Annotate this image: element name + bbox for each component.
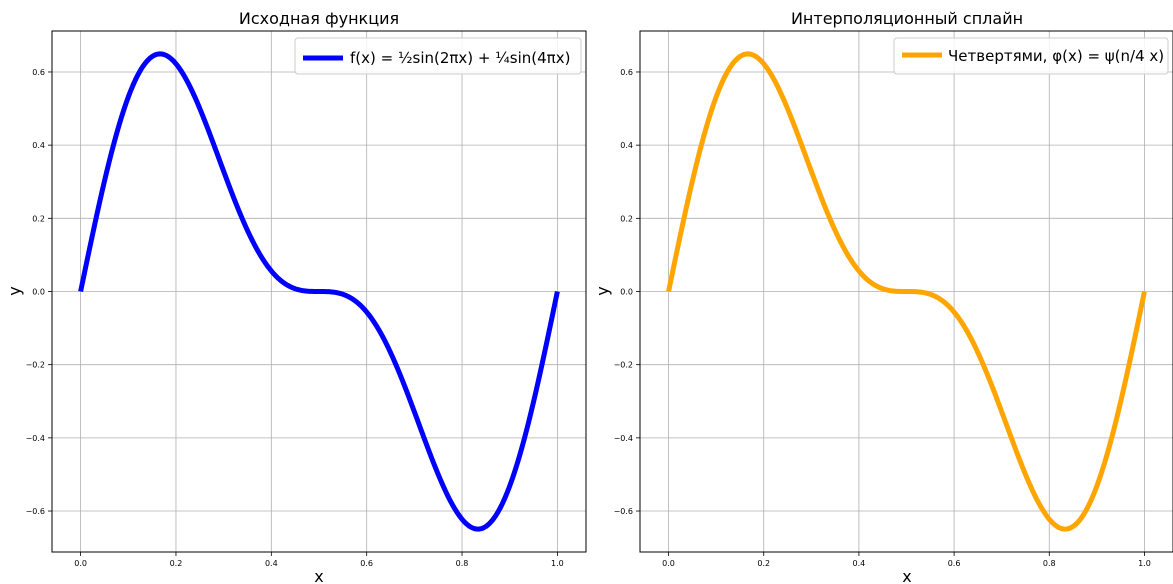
left-chart-y-ticks: −0.6 −0.4 −0.2 0.0 0.2 0.4 0.6	[26, 68, 52, 516]
right-chart-x-ticks: 0.0 0.2 0.4 0.6 0.8 1.0	[662, 552, 1151, 568]
right-chart-y-tick-label-4: 0.2	[620, 214, 633, 223]
right-chart-x-tick-label-2: 0.4	[853, 559, 866, 568]
right-chart-y-tick-label-6: 0.6	[620, 68, 633, 77]
right-chart-legend-label: Четвертями, φ(x) = ψ(n/4 x)	[948, 47, 1164, 65]
right-chart: Интерполяционный сплайн 0.0 0.2 0.4 0.6 0.8 1…	[593, 9, 1173, 584]
right-chart-y-tick-label-5: 0.4	[620, 141, 633, 150]
left-chart-title: Исходная функция	[239, 9, 399, 28]
right-chart-x-tick-label-1: 0.2	[757, 559, 770, 568]
right-chart-y-tick-label-3: 0.0	[620, 288, 633, 297]
left-chart-y-tick-label-2: −0.2	[26, 361, 45, 370]
left-chart-x-tick-label-3: 0.6	[360, 559, 373, 568]
left-chart-y-tick-label-0: −0.6	[26, 507, 45, 516]
right-chart-x-tick-label-4: 0.8	[1043, 559, 1056, 568]
left-chart-y-tick-label-1: −0.4	[26, 434, 45, 443]
right-chart-y-ticks: −0.6 −0.4 −0.2 0.0 0.2 0.4 0.6	[614, 68, 640, 516]
left-chart-series	[78, 51, 560, 532]
right-chart-title: Интерполяционный сплайн	[791, 9, 1023, 28]
left-chart-y-tick-label-3: 0.0	[32, 288, 45, 297]
left-chart-y-tick-label-5: 0.4	[32, 141, 45, 150]
left-chart: Исходная функция 0.0 0.2 0.4 0.6 0.8 1.0 −0.6…	[5, 9, 587, 584]
left-chart-x-ticks: 0.0 0.2 0.4 0.6 0.8 1.0	[74, 552, 564, 568]
right-chart-x-tick-label-5: 1.0	[1138, 559, 1151, 568]
left-chart-y-tick-label-4: 0.2	[32, 214, 45, 223]
left-chart-legend-box	[294, 37, 582, 75]
left-chart-x-tick-label-4: 0.8	[456, 559, 469, 568]
left-chart-x-label: x	[314, 567, 323, 584]
right-chart-legend-box	[893, 37, 1169, 75]
left-chart-legend-label: f(x) = ½sin(2πx) + ¼sin(4πx)	[350, 49, 570, 67]
left-chart-x-tick-label-5: 1.0	[551, 559, 564, 568]
right-chart-legend: Четвертями, φ(x) = ψ(n/4 x)	[893, 37, 1169, 75]
right-chart-series	[666, 51, 1147, 532]
left-chart-y-tick-label-6: 0.6	[32, 68, 45, 77]
right-chart-y-tick-label-2: −0.2	[614, 361, 633, 370]
left-chart-y-label: y	[5, 286, 24, 295]
right-chart-x-tick-label-0: 0.0	[662, 559, 675, 568]
right-chart-y-tick-label-1: −0.4	[614, 434, 633, 443]
right-chart-x-tick-label-3: 0.6	[948, 559, 961, 568]
left-chart-x-tick-label-0: 0.0	[74, 559, 87, 568]
left-chart-legend: f(x) = ½sin(2πx) + ¼sin(4πx)	[294, 37, 582, 75]
right-chart-x-label: x	[902, 567, 911, 584]
left-chart-x-tick-label-1: 0.2	[170, 559, 183, 568]
left-chart-x-tick-label-2: 0.4	[265, 559, 278, 568]
right-chart-y-tick-label-0: −0.6	[614, 507, 633, 516]
right-chart-y-label: y	[593, 286, 612, 295]
